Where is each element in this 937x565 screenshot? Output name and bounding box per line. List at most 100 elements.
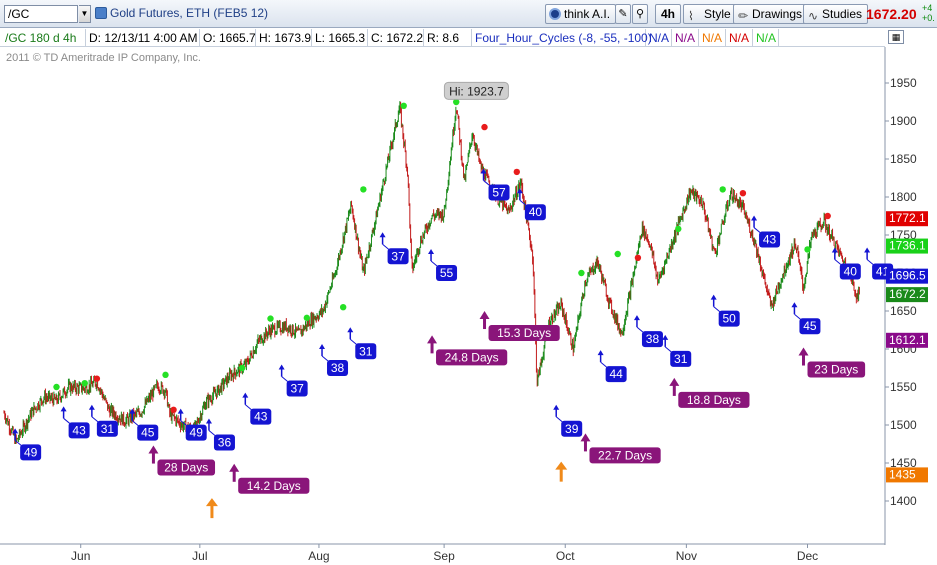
cycle-arrow — [553, 404, 560, 410]
cycle-arrow — [791, 302, 798, 308]
green-dot — [81, 380, 88, 387]
cycle-connector — [834, 259, 842, 265]
price-tag-box — [886, 211, 928, 227]
price-tag-box — [886, 287, 928, 303]
cycle-connector — [321, 355, 329, 362]
cycle-label-box — [355, 343, 377, 360]
cycle-label: 50 — [722, 312, 736, 326]
cycle-connector — [244, 404, 252, 411]
day-label: 28 Days — [164, 461, 208, 475]
cycle-label: 31 — [674, 352, 688, 366]
period-button[interactable]: 4h — [655, 4, 681, 24]
cycle-arrow — [864, 247, 871, 253]
cycle-arrow — [379, 232, 386, 238]
cycle-label-box — [670, 350, 692, 367]
cycle-label: 55 — [440, 266, 454, 280]
cycle-label: 38 — [331, 361, 345, 375]
drawings-button[interactable]: ✏ Drawings — [733, 4, 809, 24]
cycle-label-box — [718, 310, 740, 327]
study-label[interactable]: Four_Hour_Cycles (-8, -55, -100) — [472, 29, 652, 47]
y-tick-label: 1850 — [890, 152, 917, 166]
day-label-box — [678, 391, 750, 408]
price-tag: 1696.5 — [889, 269, 926, 283]
high-annotation-box — [443, 81, 509, 100]
bar-range: R: 8.6 — [424, 29, 472, 47]
price-chart[interactable]: 1400145015001550160016501700175018001850… — [0, 47, 937, 565]
cycle-label-box — [96, 420, 118, 437]
cycle-arrow — [516, 188, 523, 194]
cycle-label: 31 — [359, 344, 373, 358]
cycle-label: 49 — [24, 445, 38, 459]
cycle-label: 36 — [218, 435, 232, 449]
bar-close: C: 1672.2 — [368, 29, 424, 47]
pencil-icon: ✏ — [738, 9, 749, 23]
chart-symbol-label[interactable]: /GC 180 d 4h — [2, 29, 86, 47]
cycle-connector — [713, 306, 720, 312]
green-dot — [360, 186, 367, 193]
symbol-link-icon[interactable] — [95, 7, 107, 19]
y-tick-label: 1800 — [890, 190, 917, 204]
cycle-label: 37 — [290, 382, 304, 396]
cycle-arrow — [60, 406, 67, 412]
red-dot — [170, 406, 177, 413]
study-value-2: N/A — [672, 29, 699, 47]
day-label-box — [807, 361, 866, 378]
dropdown-icon[interactable]: ▼ — [79, 5, 91, 23]
last-price: 1672.20 — [866, 6, 917, 22]
think-ai-label: think A.I. — [564, 7, 611, 21]
cycle-labels: Hi: 1923.7 49 43 31 45 49 36 43 37 38 31 37 55 57 40 39… — [12, 81, 894, 519]
cycle-arrow — [831, 247, 838, 253]
cycle-label-box — [250, 408, 272, 425]
cycle-connector — [555, 416, 563, 423]
price-tag-box — [886, 332, 928, 348]
cycle-arrow — [428, 249, 435, 254]
y-tick-label: 1550 — [890, 380, 917, 394]
cycle-arrow — [751, 215, 758, 221]
study-value-4: N/A — [726, 29, 753, 47]
cycle-connector — [91, 416, 99, 423]
cycle-label: 45 — [803, 319, 817, 333]
red-dot — [634, 254, 642, 261]
zoom-icon[interactable]: ⚲ — [632, 4, 648, 24]
cycle-label: 40 — [529, 205, 543, 219]
symbol-input[interactable] — [4, 5, 78, 23]
cycle-arrow — [633, 315, 640, 321]
grid-icon[interactable]: ▦ — [888, 30, 904, 44]
day-label-box — [238, 477, 310, 494]
cycle-label: 31 — [101, 422, 115, 436]
x-tick-label: Jul — [192, 549, 207, 563]
day-arrow — [798, 347, 809, 356]
y-tick-label: 1650 — [890, 304, 917, 318]
cycle-label-box — [387, 248, 409, 265]
cycle-connector — [483, 180, 490, 186]
cycle-label: 37 — [391, 249, 405, 263]
y-tick-label: 1750 — [890, 228, 917, 242]
cycle-label: 43 — [254, 410, 268, 424]
price-axis: 1400145015001550160016501700175018001850… — [884, 47, 937, 565]
cycle-arrow — [278, 364, 285, 370]
price-tag-box — [886, 467, 928, 483]
cycle-label-box — [641, 331, 663, 348]
day-label: 14.2 Days — [247, 479, 301, 493]
studies-button[interactable]: ∿ Studies — [803, 4, 869, 24]
cycle-connector — [794, 313, 801, 320]
red-dot — [93, 375, 101, 382]
cycle-arrow — [12, 428, 19, 434]
day-arrow — [148, 445, 159, 454]
chart-toolbar: ▼ Gold Futures, ETH (FEB5 12) think A.I.… — [0, 0, 937, 28]
cycle-label-box — [799, 318, 821, 335]
think-ai-button[interactable]: think A.I. — [545, 4, 617, 24]
day-label-box — [436, 349, 508, 366]
cycle-label-box — [327, 360, 349, 376]
cycle-label-box — [759, 231, 781, 248]
high-annotation: Hi: 1923.7 — [449, 84, 504, 98]
x-tick-label: Jun — [71, 549, 90, 563]
cycle-label-box — [561, 420, 583, 437]
orange-arrow — [555, 461, 568, 470]
cycle-connector — [664, 346, 672, 353]
style-button[interactable]: ⌇ Style — [683, 4, 737, 24]
crosshair-icon[interactable]: ✎ — [615, 4, 631, 24]
y-tick-label: 1400 — [890, 494, 917, 508]
red-dot — [513, 168, 520, 176]
chart-info-bar: /GC 180 d 4h D: 12/13/11 4:00 AM O: 1665… — [0, 29, 885, 47]
